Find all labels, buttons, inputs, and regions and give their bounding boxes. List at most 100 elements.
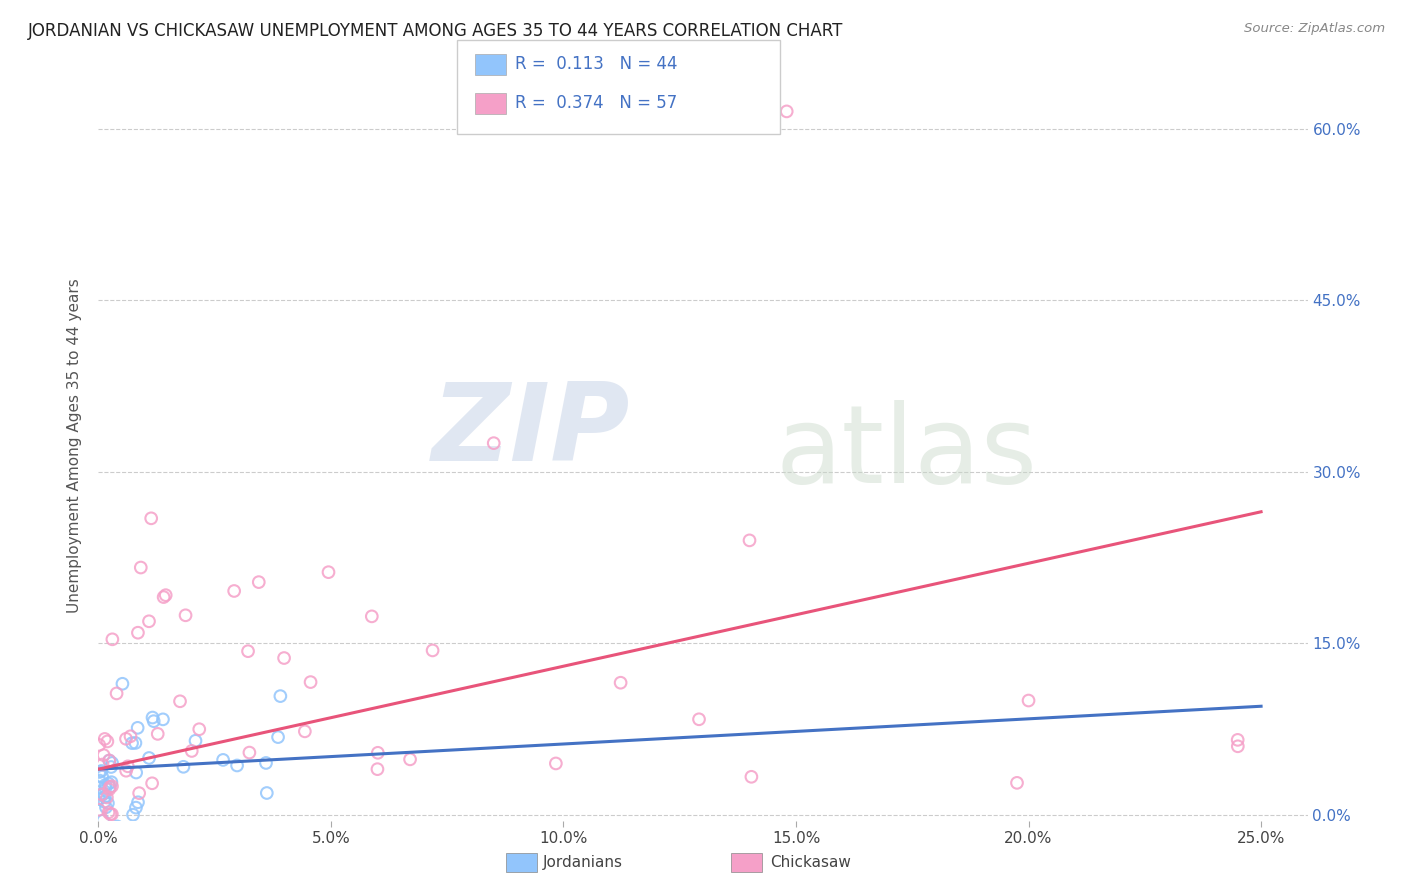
Point bbox=[138, 615, 160, 629]
Point bbox=[141, 511, 163, 525]
Point bbox=[91, 814, 114, 828]
Point bbox=[155, 588, 177, 602]
Point bbox=[269, 689, 291, 703]
Point bbox=[138, 751, 160, 765]
Text: Jordanians: Jordanians bbox=[543, 855, 623, 870]
Point bbox=[267, 730, 290, 744]
Point bbox=[98, 780, 121, 794]
Point bbox=[101, 779, 124, 793]
Point bbox=[367, 746, 389, 760]
Point bbox=[120, 729, 142, 743]
Point bbox=[238, 746, 260, 760]
Point bbox=[97, 796, 120, 810]
Point bbox=[100, 775, 122, 789]
Point bbox=[127, 795, 149, 809]
Text: R =  0.113   N = 44: R = 0.113 N = 44 bbox=[515, 55, 678, 73]
Point bbox=[98, 754, 121, 768]
Point bbox=[180, 744, 202, 758]
Point bbox=[738, 533, 761, 548]
Point bbox=[115, 731, 138, 746]
Point bbox=[776, 104, 799, 119]
Point bbox=[127, 625, 149, 640]
Text: JORDANIAN VS CHICKASAW UNEMPLOYMENT AMONG AGES 35 TO 44 YEARS CORRELATION CHART: JORDANIAN VS CHICKASAW UNEMPLOYMENT AMON… bbox=[28, 22, 844, 40]
Point bbox=[1226, 732, 1249, 747]
Point bbox=[184, 733, 207, 747]
Point bbox=[146, 727, 169, 741]
Point bbox=[93, 795, 115, 809]
Point bbox=[360, 609, 382, 624]
Point bbox=[89, 780, 111, 795]
Text: Source: ZipAtlas.com: Source: ZipAtlas.com bbox=[1244, 22, 1385, 36]
Point bbox=[117, 759, 139, 773]
Point bbox=[299, 675, 322, 690]
Point bbox=[94, 781, 117, 796]
Point bbox=[105, 819, 128, 833]
Point bbox=[97, 805, 120, 820]
Y-axis label: Unemployment Among Ages 35 to 44 years: Unemployment Among Ages 35 to 44 years bbox=[67, 278, 83, 614]
Point bbox=[89, 738, 111, 752]
Point bbox=[91, 770, 114, 784]
Point bbox=[100, 760, 122, 774]
Text: ZIP: ZIP bbox=[432, 378, 630, 484]
Point bbox=[609, 675, 631, 690]
Point bbox=[254, 756, 277, 770]
Point bbox=[188, 723, 211, 737]
Point bbox=[87, 792, 110, 806]
Point bbox=[90, 788, 112, 802]
Point bbox=[482, 436, 505, 450]
Point bbox=[226, 758, 249, 772]
Point bbox=[111, 677, 134, 691]
Point bbox=[318, 565, 340, 579]
Point bbox=[105, 686, 128, 700]
Point bbox=[87, 803, 110, 817]
Point bbox=[91, 787, 114, 801]
Point bbox=[1226, 739, 1249, 754]
Point bbox=[93, 789, 115, 804]
Point bbox=[688, 712, 710, 726]
Point bbox=[422, 643, 444, 657]
Point bbox=[141, 776, 163, 790]
Text: Chickasaw: Chickasaw bbox=[770, 855, 852, 870]
Point bbox=[97, 776, 120, 790]
Point bbox=[96, 790, 118, 805]
Point bbox=[100, 807, 122, 822]
Point bbox=[236, 644, 259, 658]
Point bbox=[125, 800, 148, 814]
Point bbox=[174, 608, 197, 623]
Point bbox=[152, 590, 174, 604]
Point bbox=[247, 575, 270, 590]
Point bbox=[740, 770, 762, 784]
Point bbox=[127, 721, 149, 735]
Point bbox=[128, 786, 150, 800]
Point bbox=[129, 560, 152, 574]
Point bbox=[101, 807, 124, 822]
Point bbox=[98, 754, 121, 768]
Point bbox=[180, 830, 202, 845]
Point bbox=[93, 731, 115, 746]
Point bbox=[212, 753, 235, 767]
Point bbox=[544, 756, 567, 771]
Point bbox=[101, 632, 124, 647]
Point bbox=[115, 764, 138, 778]
Point bbox=[98, 782, 121, 797]
Point bbox=[94, 778, 117, 792]
Point bbox=[125, 765, 148, 780]
Point bbox=[101, 756, 124, 770]
Point bbox=[121, 736, 143, 750]
Point bbox=[141, 710, 163, 724]
Point bbox=[152, 712, 174, 726]
Point bbox=[273, 651, 295, 665]
Point bbox=[366, 762, 388, 776]
Point bbox=[294, 724, 316, 739]
Point bbox=[224, 584, 246, 599]
Point bbox=[172, 760, 194, 774]
Point bbox=[1005, 776, 1028, 790]
Point bbox=[124, 736, 146, 750]
Point bbox=[256, 786, 278, 800]
Point bbox=[142, 714, 165, 728]
Point bbox=[96, 734, 118, 748]
Point bbox=[91, 757, 114, 772]
Point bbox=[94, 800, 117, 814]
Point bbox=[124, 825, 146, 839]
Text: R =  0.374   N = 57: R = 0.374 N = 57 bbox=[515, 95, 676, 112]
